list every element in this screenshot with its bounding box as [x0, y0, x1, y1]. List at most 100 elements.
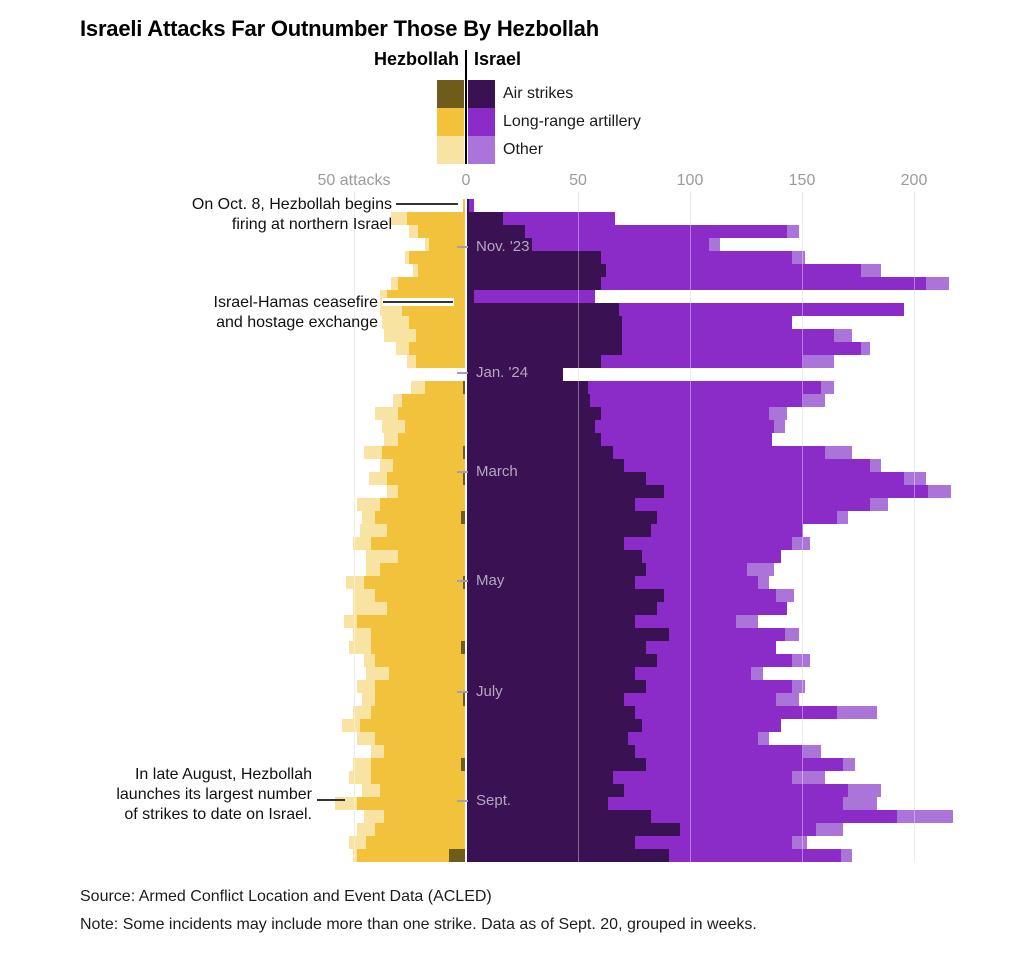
bar-hezbollah-other — [357, 680, 376, 693]
bar-hezbollah-long-range-artillery — [397, 277, 465, 290]
bar-hezbollah-long-range-artillery — [357, 797, 465, 810]
bar-hezbollah-long-range-artillery — [386, 472, 463, 485]
bar-hezbollah-other — [375, 407, 398, 420]
bar-israel-other — [791, 251, 806, 264]
legend-swatch-hezbollah-other — [437, 136, 464, 164]
bar-israel-air-strikes — [467, 264, 606, 277]
bar-israel-air-strikes — [467, 680, 647, 693]
bar-israel-air-strikes — [467, 433, 602, 446]
bar-israel-air-strikes — [467, 732, 629, 745]
bar-israel-other — [773, 420, 786, 433]
month-tick — [457, 246, 468, 249]
bar-israel-other — [843, 797, 877, 810]
bar-hezbollah-other — [348, 771, 371, 784]
bar-israel-other — [836, 706, 877, 719]
bar-hezbollah-long-range-artillery — [375, 680, 465, 693]
gridline-overlay — [802, 199, 803, 862]
bar-israel-air-strikes — [467, 212, 503, 225]
bar-hezbollah-other — [361, 784, 380, 797]
bar-israel-long-range-artillery — [635, 615, 736, 628]
bar-hezbollah-other — [348, 836, 367, 849]
bar-hezbollah-long-range-artillery — [375, 732, 465, 745]
axis-tick-label: 50 attacks — [317, 172, 391, 189]
legend-swatch-hezbollah-artillery — [437, 108, 464, 136]
bar-hezbollah-other — [382, 316, 409, 329]
bar-hezbollah-long-range-artillery — [357, 849, 450, 862]
bar-hezbollah-other — [353, 758, 371, 771]
bar-hezbollah-other — [353, 628, 371, 641]
gridline — [354, 192, 355, 862]
bar-hezbollah-other — [411, 381, 425, 394]
bar-israel-air-strikes — [467, 628, 669, 641]
bar-israel-long-range-artillery — [612, 771, 792, 784]
bar-hezbollah-other — [364, 810, 385, 823]
bar-israel-other — [785, 628, 799, 641]
legend-divider — [465, 50, 467, 164]
annotation-oct8: On Oct. 8, Hezbollah begins firing at no… — [192, 195, 392, 235]
bar-hezbollah-long-range-artillery — [415, 355, 465, 368]
bar-hezbollah-other — [357, 823, 376, 836]
bar-israel-long-range-artillery — [502, 212, 615, 225]
axis-tick-label: 0 — [461, 172, 471, 189]
legend-swatch-israel-artillery — [468, 108, 495, 136]
month-label: Nov. '23 — [476, 238, 530, 256]
bar-hezbollah-long-range-artillery — [388, 667, 465, 680]
bar-hezbollah-other — [341, 719, 360, 732]
bar-hezbollah-other — [353, 706, 371, 719]
bar-israel-air-strikes — [467, 303, 620, 316]
bar-israel-other — [870, 459, 882, 472]
bar-israel-long-range-artillery — [646, 563, 747, 576]
bar-israel-long-range-artillery — [623, 693, 777, 706]
bar-hezbollah-other — [379, 303, 403, 316]
bar-hezbollah-long-range-artillery — [370, 641, 461, 654]
annotation-ceasefire: Israel-Hamas ceasefire and hostage excha… — [214, 293, 379, 333]
bar-israel-air-strikes — [467, 277, 602, 290]
bar-israel-long-range-artillery — [635, 836, 792, 849]
bar-hezbollah-long-range-artillery — [424, 381, 463, 394]
bar-israel-other — [843, 758, 855, 771]
bar-israel-other — [847, 784, 882, 797]
bar-hezbollah-long-range-artillery — [364, 576, 463, 589]
bar-israel-air-strikes — [467, 407, 602, 420]
bar-hezbollah-other — [391, 212, 407, 225]
callout-line-ceasefire — [383, 301, 453, 303]
axis-tick-label: 150 — [788, 172, 816, 189]
month-tick — [457, 580, 468, 583]
bar-hezbollah-air-strikes — [460, 758, 465, 771]
bar-israel-air-strikes — [467, 251, 602, 264]
bar-israel-long-range-artillery — [664, 485, 929, 498]
bar-hezbollah-air-strikes — [462, 446, 465, 459]
bar-israel-air-strikes — [467, 550, 642, 563]
bar-hezbollah-air-strikes — [462, 576, 465, 589]
bar-hezbollah-other — [344, 615, 358, 628]
bar-israel-long-range-artillery — [623, 784, 848, 797]
bar-hezbollah-other — [404, 251, 409, 264]
bar-hezbollah-other — [348, 641, 371, 654]
gridline-overlay — [690, 199, 691, 862]
bar-hezbollah-other — [357, 732, 376, 745]
bar-israel-long-range-artillery — [646, 758, 844, 771]
legend-swatch-israel-other — [468, 136, 495, 164]
legend-label-other: Other — [503, 141, 544, 158]
bar-israel-long-range-artillery — [605, 264, 862, 277]
bar-hezbollah-other — [353, 602, 387, 615]
bar-israel-long-range-artillery — [525, 225, 788, 238]
bar-hezbollah-other — [413, 264, 418, 277]
bar-israel-air-strikes — [467, 784, 624, 797]
bar-hezbollah-long-range-artillery — [379, 784, 465, 797]
bar-israel-long-range-artillery — [641, 550, 781, 563]
annotation-line: of strikes to date on Israel. — [124, 806, 312, 823]
bar-israel-long-range-artillery — [469, 199, 474, 212]
bar-hezbollah-long-range-artillery — [409, 342, 465, 355]
bar-israel-other — [861, 342, 871, 355]
axis-tick-label: 50 — [569, 172, 587, 189]
bar-hezbollah-long-range-artillery — [397, 433, 465, 446]
bar-israel-long-range-artillery — [657, 602, 788, 615]
bar-hezbollah-long-range-artillery — [397, 485, 465, 498]
bar-hezbollah-other — [366, 550, 398, 563]
bar-israel-other — [803, 745, 821, 758]
bar-hezbollah-long-range-artillery — [409, 251, 465, 264]
month-label: March — [476, 463, 518, 480]
bar-israel-other — [926, 277, 949, 290]
bar-hezbollah-other — [359, 524, 387, 537]
